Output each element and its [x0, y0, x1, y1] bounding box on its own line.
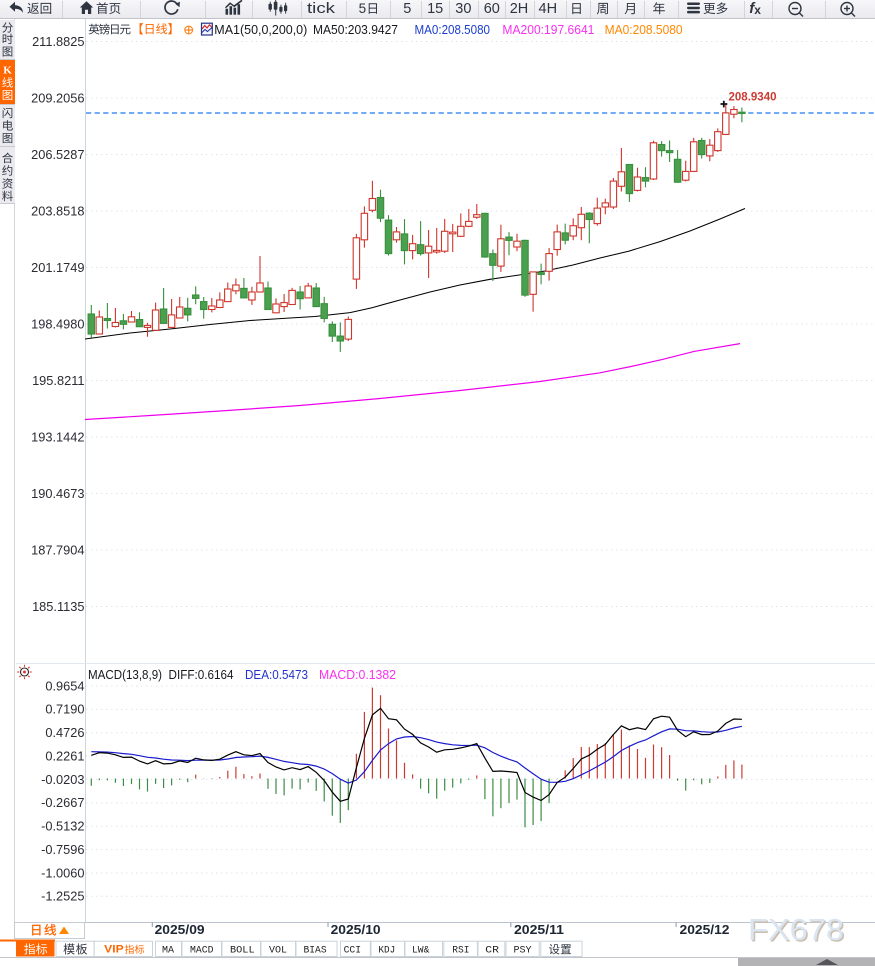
svg-text:CCI: CCI [344, 945, 361, 957]
svg-text:211.8825: 211.8825 [32, 34, 84, 49]
svg-text:0.4726: 0.4726 [45, 725, 84, 740]
svg-text:-0.7596: -0.7596 [41, 842, 84, 857]
svg-text:5: 5 [359, 1, 367, 16]
svg-text:201.1749: 201.1749 [31, 260, 84, 275]
svg-text:CR: CR [485, 945, 499, 957]
svg-text:DEA:0.5473: DEA:0.5473 [245, 667, 308, 682]
svg-text:209.2056: 209.2056 [31, 90, 84, 105]
svg-text:0.9654: 0.9654 [45, 678, 84, 693]
svg-text:5: 5 [403, 1, 411, 17]
svg-text:2025/12: 2025/12 [680, 923, 730, 937]
svg-text:15: 15 [427, 1, 443, 17]
svg-text:fx: fx [749, 0, 761, 17]
svg-text:KDJ: KDJ [378, 945, 395, 957]
svg-text:LW&: LW& [412, 945, 430, 957]
svg-text:195.8211: 195.8211 [32, 373, 84, 388]
svg-text:-0.5132: -0.5132 [41, 819, 84, 834]
svg-text:198.4980: 198.4980 [31, 316, 84, 331]
svg-text:MA200:197.6641: MA200:197.6641 [502, 22, 594, 37]
svg-text:RSI: RSI [452, 945, 469, 957]
svg-text:MACD:0.1382: MACD:0.1382 [319, 667, 396, 682]
svg-text:MACD(13,8,9): MACD(13,8,9) [88, 667, 162, 682]
svg-text:0.2261: 0.2261 [45, 748, 84, 763]
svg-text:-0.2667: -0.2667 [41, 795, 84, 810]
svg-text:DIFF:0.6164: DIFF:0.6164 [169, 667, 234, 682]
svg-text:MACD: MACD [190, 945, 214, 957]
svg-text:MA0:208.5080: MA0:208.5080 [605, 22, 683, 37]
svg-text:30: 30 [455, 1, 471, 17]
svg-text:MA50:203.9427: MA50:203.9427 [313, 22, 398, 37]
svg-text:2025/10: 2025/10 [331, 923, 381, 937]
svg-text:2025/11: 2025/11 [514, 923, 564, 937]
svg-text:BIAS: BIAS [304, 945, 327, 957]
svg-text:-0.0203: -0.0203 [41, 772, 84, 787]
svg-text:tick: tick [307, 1, 336, 17]
svg-text:185.1135: 185.1135 [32, 599, 84, 614]
svg-text:190.4673: 190.4673 [31, 486, 84, 501]
svg-text:BOLL: BOLL [230, 945, 255, 957]
svg-text:VIP: VIP [104, 944, 124, 956]
svg-text:-1.2525: -1.2525 [41, 889, 84, 904]
svg-text:4H: 4H [539, 1, 558, 17]
svg-text:60: 60 [484, 1, 500, 17]
svg-text:MA0:208.5080: MA0:208.5080 [415, 22, 491, 37]
svg-text:2H: 2H [510, 1, 529, 17]
svg-text:206.5287: 206.5287 [31, 147, 84, 162]
svg-text:2025/09: 2025/09 [155, 923, 205, 937]
svg-text:VOL: VOL [269, 945, 287, 957]
svg-text:MA: MA [162, 945, 175, 957]
svg-text:208.9340: 208.9340 [729, 90, 777, 104]
svg-text:203.8518: 203.8518 [31, 203, 84, 218]
svg-text:PSY: PSY [514, 945, 533, 957]
svg-text:0.7190: 0.7190 [45, 702, 84, 717]
svg-text:K: K [3, 65, 12, 77]
svg-text:187.7904: 187.7904 [31, 542, 84, 557]
svg-text:193.1442: 193.1442 [31, 429, 84, 444]
svg-text:-1.0060: -1.0060 [41, 865, 84, 880]
svg-text:FX678: FX678 [748, 912, 844, 947]
svg-text:MA1(50,0,200,0): MA1(50,0,200,0) [214, 22, 307, 37]
svg-text:FX678: FX678 [750, 914, 846, 949]
